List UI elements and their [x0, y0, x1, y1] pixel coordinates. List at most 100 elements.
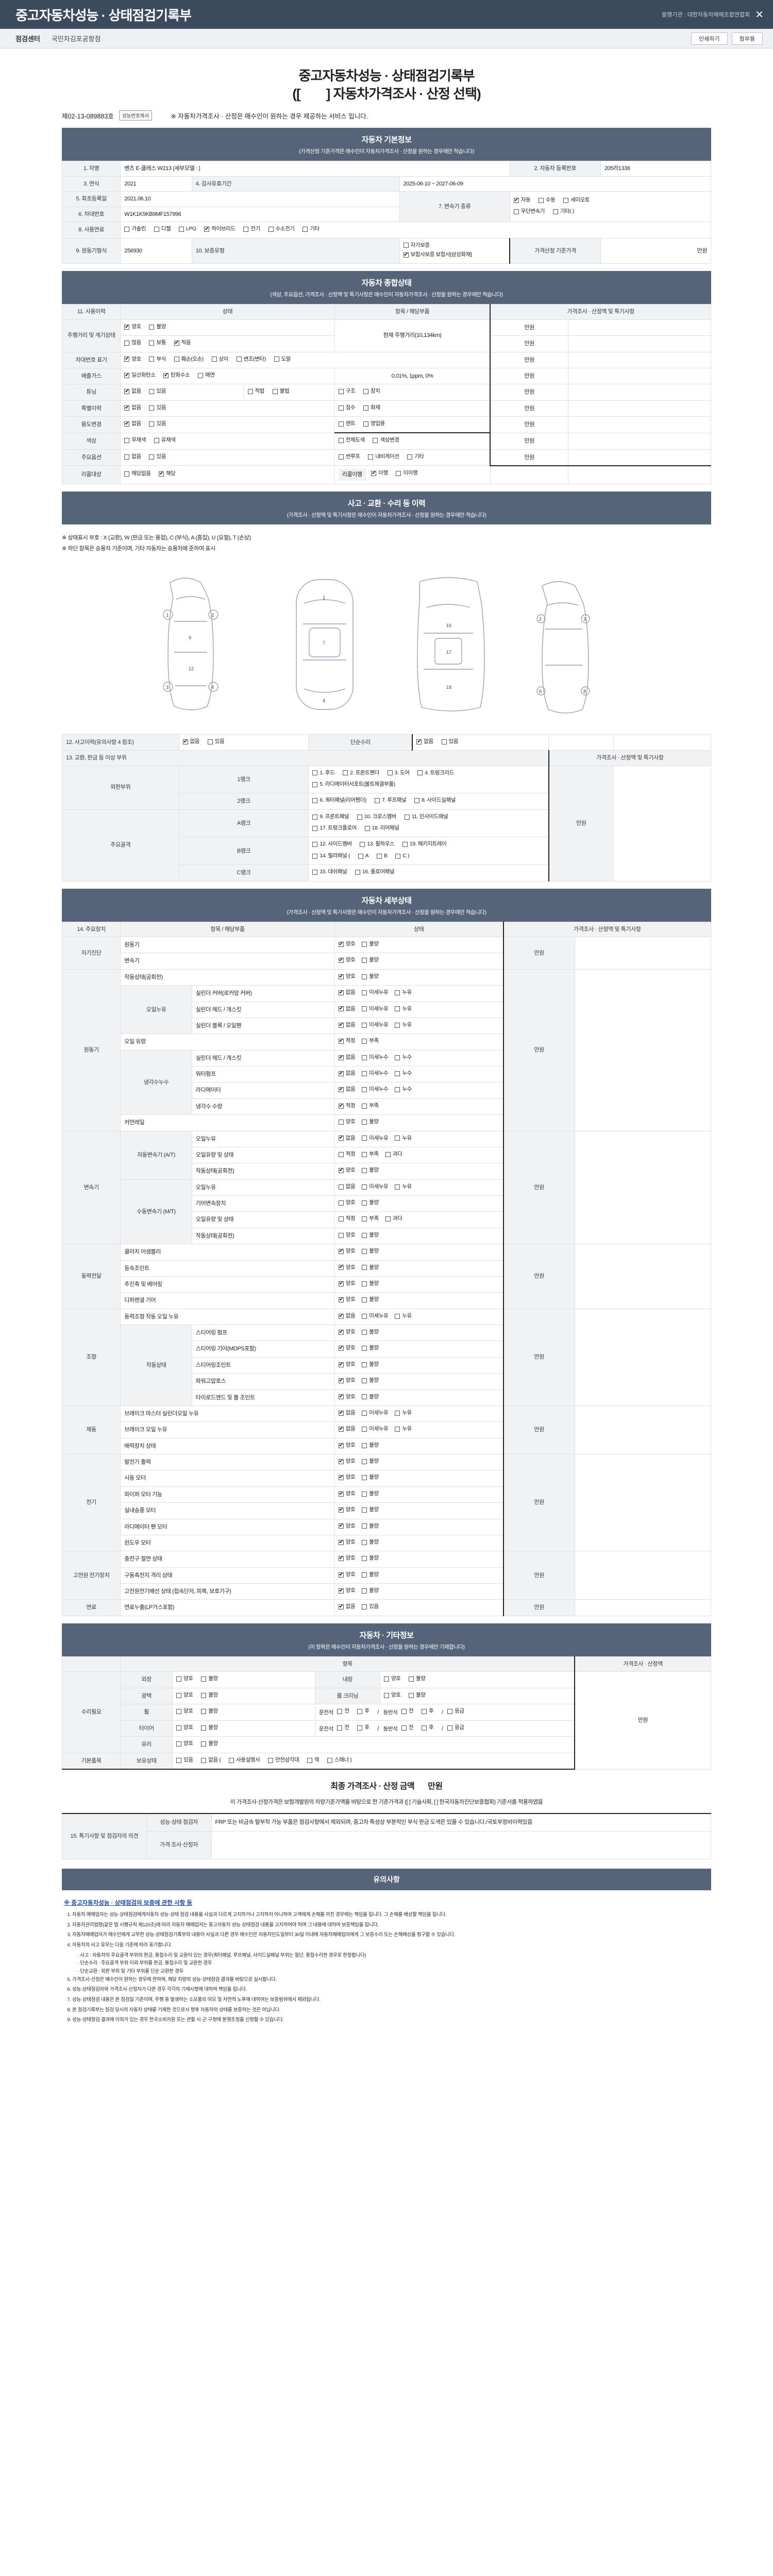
cb-양호[interactable]: 양호	[338, 1361, 356, 1369]
cb-불량[interactable]: 불량	[362, 1264, 379, 1272]
value-room-cleaning[interactable]: 양호 불량	[379, 1687, 575, 1705]
cb-누유[interactable]: 누유	[395, 1021, 412, 1029]
cb-usechange-none[interactable]: 없음	[124, 420, 141, 428]
detail-price-remark[interactable]	[574, 1599, 712, 1616]
value-carname[interactable]: 벤츠 E-클래스 W213 (세부모델 : )	[120, 161, 510, 177]
cb-fuel-diesel[interactable]: 디젤	[154, 225, 171, 233]
row-vin-remark[interactable]	[567, 351, 712, 368]
cb-없음[interactable]: 없음	[338, 1134, 356, 1143]
cb-tire-spare[interactable]: 응급	[447, 1724, 464, 1732]
cb-floor-panel[interactable]: 16. 플로어패널	[355, 868, 395, 876]
cb-vin-different[interactable]: 상이	[211, 355, 228, 364]
cb-불량[interactable]: 불량	[362, 1166, 379, 1175]
cb-양호[interactable]: 양호	[338, 1571, 356, 1579]
value-tire[interactable]: 양호 불량	[172, 1720, 315, 1737]
cb-fuel-gasoline[interactable]: 가솔린	[124, 225, 146, 233]
detail-price-remark[interactable]	[574, 1454, 712, 1552]
cb-wheel-driver-front[interactable]: 전	[337, 1707, 349, 1716]
row-options-remark[interactable]	[567, 449, 712, 466]
detail-state[interactable]: 없음 미세누유 누유	[334, 1130, 504, 1147]
close-icon[interactable]: ✕	[755, 9, 764, 21]
value-plate[interactable]: 205라1336	[600, 161, 712, 177]
row-usechange-state[interactable]: 없음 있음	[120, 416, 335, 433]
detail-state[interactable]: 없음 미세누유 누유	[334, 1179, 504, 1196]
detail-state[interactable]: 양호 불량	[334, 1454, 504, 1471]
cb-hold-triangle[interactable]: 안전삼각대	[267, 1756, 299, 1765]
cb-options-yes[interactable]: 있음	[149, 453, 166, 461]
value-base-price[interactable]: 만원	[600, 238, 712, 264]
cb-양호[interactable]: 양호	[338, 1344, 356, 1352]
cb-pillar-c[interactable]: C )	[395, 852, 409, 860]
cb-누유[interactable]: 누유	[395, 1134, 412, 1143]
cb-exterior-bad[interactable]: 불량	[201, 1675, 218, 1683]
cb-polish-bad[interactable]: 불량	[201, 1691, 218, 1700]
cb-emission-smoke[interactable]: 매연	[197, 371, 215, 380]
rank2-items[interactable]: 6. 쿼터패널(리어펜더) 7. 루프패널 8. 사이드실패널	[308, 793, 549, 810]
cb-tuning-yes[interactable]: 있음	[149, 387, 166, 396]
cb-cleaning-bad[interactable]: 불량	[409, 1691, 426, 1700]
detail-state[interactable]: 양호 불량	[334, 1114, 504, 1131]
cb-color-fullpaint[interactable]: 전체도색	[338, 436, 365, 445]
cb-wheel-bad[interactable]: 불량	[201, 1707, 218, 1716]
cb-cleaning-good[interactable]: 양호	[383, 1691, 401, 1700]
cb-transmission-semiauto[interactable]: 세미오토	[563, 196, 590, 205]
cb-fuel-hydrogen[interactable]: 수소전기	[268, 225, 295, 233]
cb-누수[interactable]: 누수	[395, 1070, 412, 1078]
cb-hold-no[interactable]: 없음 (	[201, 1756, 221, 1765]
detail-state[interactable]: 적정 부족	[334, 1033, 504, 1050]
cb-양호[interactable]: 양호	[338, 1554, 356, 1563]
value-inspection-period[interactable]: 2025-06-10 ~ 2027-06-09	[399, 176, 712, 192]
value-wheel-position[interactable]: 운전석 전 후 / 동반석 전 후 / 응급	[314, 1704, 575, 1721]
cb-누유[interactable]: 누유	[395, 1409, 412, 1417]
cb-양호[interactable]: 양호	[338, 1264, 356, 1272]
cb-special-flood[interactable]: 침수	[338, 404, 356, 412]
value-simple-repair[interactable]: 없음 있음	[412, 734, 549, 751]
value-year[interactable]: 2021	[120, 176, 192, 192]
cb-quarter-panel[interactable]: 6. 쿼터패널(리어펜더)	[312, 796, 367, 805]
detail-price-remark[interactable]	[574, 1405, 712, 1455]
cb-vin-damaged[interactable]: 훼손(오손)	[174, 355, 204, 364]
cb-양호[interactable]: 양호	[338, 1538, 356, 1547]
detail-state[interactable]: 없음 미세누유 누유	[334, 985, 504, 1002]
cb-과다[interactable]: 과다	[385, 1150, 402, 1159]
cb-mileage-few[interactable]: 적음	[174, 339, 191, 347]
cb-tire-good[interactable]: 양호	[176, 1724, 193, 1732]
row-options-state[interactable]: 없음 있음	[120, 449, 335, 466]
cb-front-fender[interactable]: 2. 프론트펜더	[343, 769, 379, 777]
cb-inside-panel[interactable]: 11. 인사이드패널	[404, 813, 448, 821]
cb-tire-passenger-front[interactable]: 전	[401, 1724, 414, 1732]
cb-wheel-spare[interactable]: 응급	[447, 1707, 464, 1716]
cb-special-yes[interactable]: 있음	[149, 404, 166, 412]
value-transmission[interactable]: 자동 수동 세미오토 무단변속기 기타( )	[509, 191, 712, 223]
cb-wheel-passenger-front[interactable]: 전	[401, 1707, 414, 1716]
cb-fuel-lpg[interactable]: LPG	[178, 225, 196, 233]
cb-recall-notdone[interactable]: 미이행	[396, 469, 418, 478]
cb-양호[interactable]: 양호	[338, 1393, 356, 1401]
cb-미세누유[interactable]: 미세누유	[362, 1021, 389, 1029]
cb-부족[interactable]: 부족	[362, 1215, 379, 1223]
cb-미세누유[interactable]: 미세누유	[362, 1312, 389, 1320]
cb-tire-bad[interactable]: 불량	[201, 1724, 218, 1732]
row-recall-remark[interactable]	[567, 465, 712, 484]
row-recall-done[interactable]: 리콜이행 이행 미이행	[334, 465, 491, 484]
row-vin-state[interactable]: 양호 부식 훼손(오손) 상이 변조(변타) 도말	[120, 351, 491, 368]
cb-special-fire[interactable]: 화재	[363, 404, 380, 412]
cb-없음[interactable]: 없음	[338, 1054, 356, 1062]
cb-불량[interactable]: 불량	[362, 1587, 379, 1595]
value-fuel[interactable]: 가솔린 디젤 LPG 하이브리드 전기 수소전기 기타	[120, 222, 711, 239]
cb-미세누유[interactable]: 미세누유	[362, 1409, 389, 1417]
cb-transmission-auto[interactable]: 자동	[513, 196, 531, 205]
cb-mileage-bad[interactable]: 불량	[149, 323, 166, 331]
value-polish[interactable]: 양호 불량	[172, 1687, 315, 1705]
cb-누유[interactable]: 누유	[395, 1312, 412, 1320]
detail-state[interactable]: 없음 미세누유 누유	[334, 1001, 504, 1018]
cb-tire-driver-front[interactable]: 전	[337, 1724, 349, 1732]
cb-tuning-device[interactable]: 장치	[363, 387, 380, 396]
cb-pillar-panel[interactable]: 14. 필러패널 (	[312, 852, 350, 860]
detail-state[interactable]: 양호 불량	[334, 1486, 504, 1503]
detail-price-remark[interactable]	[574, 937, 712, 970]
detail-state[interactable]: 양호 불량	[334, 1567, 504, 1584]
cb-불량[interactable]: 불량	[362, 1118, 379, 1126]
detail-state[interactable]: 양호 불량	[334, 953, 504, 970]
row-mileage-remark2[interactable]	[567, 335, 712, 352]
